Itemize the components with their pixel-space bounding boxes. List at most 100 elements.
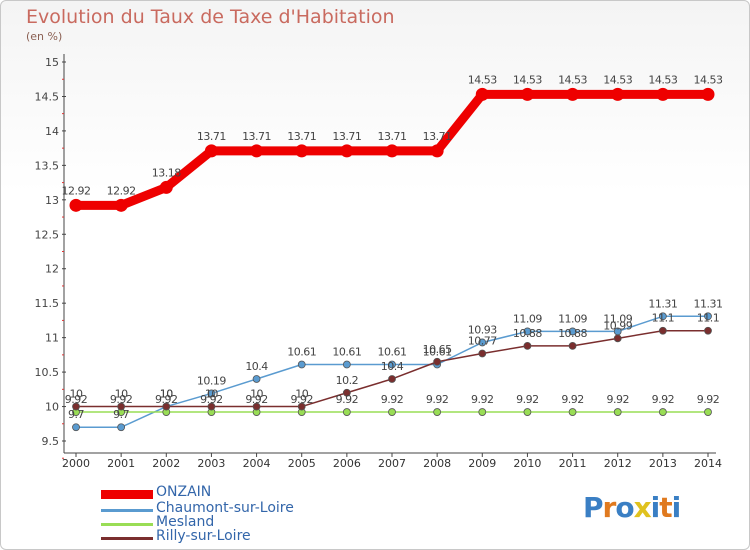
- logo-letter: r: [602, 491, 617, 524]
- y-tick-label: 9.5: [42, 435, 60, 448]
- data-point: [250, 144, 264, 158]
- data-label: 9.92: [290, 393, 313, 406]
- data-point: [72, 423, 80, 432]
- chart-title: Evolution du Taux de Taxe d'Habitation: [26, 6, 395, 28]
- data-label: 13.18: [152, 166, 181, 179]
- data-label: 14.53: [468, 73, 497, 86]
- data-label: 10.4: [245, 360, 268, 373]
- data-point: [252, 402, 261, 411]
- logo-letter: P: [583, 491, 604, 524]
- data-point: [297, 402, 306, 411]
- data-label: 14.53: [603, 73, 632, 86]
- data-label: 12.92: [107, 184, 136, 197]
- data-label: 10: [205, 388, 218, 401]
- logo-letter: t: [659, 491, 672, 524]
- x-tick-label: 2010: [513, 457, 541, 470]
- data-point: [568, 342, 577, 350]
- data-point: [159, 180, 173, 194]
- data-point: [568, 327, 577, 336]
- x-tick-label: 2011: [559, 457, 587, 470]
- data-point: [117, 402, 126, 411]
- x-tick-label: 2001: [107, 457, 135, 470]
- legend-label-mesland: Mesland: [156, 514, 215, 530]
- data-label: 14.53: [558, 73, 587, 86]
- data-label: 11.31: [694, 297, 723, 310]
- data-label: 9.92: [697, 393, 720, 406]
- data-point: [566, 87, 580, 101]
- data-label: 10.88: [558, 327, 587, 340]
- data-label: 13.71: [378, 130, 407, 143]
- data-point: [297, 360, 306, 369]
- data-point: [207, 402, 216, 411]
- data-label: 10.93: [468, 323, 497, 336]
- x-tick-label: 2004: [243, 457, 271, 470]
- data-point: [433, 357, 442, 366]
- logo-letter: i: [650, 491, 661, 524]
- x-tick-label: 2014: [694, 457, 722, 470]
- data-point: [388, 360, 396, 369]
- unit-label: (en %): [26, 30, 63, 43]
- data-label: 10: [160, 388, 173, 401]
- y-tick-label: 10.5: [35, 366, 60, 379]
- y-tick-label: 11: [45, 332, 59, 345]
- data-point: [704, 326, 712, 335]
- legend-swatch-mesland: [101, 523, 153, 526]
- data-label: 11.1: [652, 312, 675, 325]
- y-tick-label: 11.5: [35, 297, 60, 310]
- data-label: 13.71: [423, 130, 452, 143]
- data-point: [523, 408, 532, 416]
- data-label: 13.71: [197, 130, 226, 143]
- data-label: 10: [295, 388, 308, 401]
- data-label: 11.09: [558, 312, 587, 325]
- y-tick-label: 13: [45, 194, 59, 207]
- data-point: [117, 423, 126, 432]
- legend-swatch-chaumont: [101, 509, 153, 512]
- data-point: [656, 87, 670, 101]
- data-label: 10.4: [381, 360, 404, 373]
- data-point: [701, 87, 715, 101]
- data-label: 10.2: [336, 374, 359, 387]
- y-tick-label: 15: [45, 56, 59, 69]
- data-point: [613, 408, 622, 416]
- data-label: 9.92: [245, 393, 268, 406]
- data-point: [520, 87, 534, 101]
- data-point: [385, 144, 399, 158]
- data-point: [207, 389, 216, 398]
- data-label: 10.65: [423, 343, 452, 356]
- data-point: [704, 312, 712, 321]
- logo-letter: o: [615, 491, 634, 524]
- legend-swatch-onzain: [101, 490, 153, 499]
- data-label: 10.88: [513, 327, 542, 340]
- data-label: 10.61: [332, 346, 361, 359]
- legend-label-onzain: ONZAIN: [156, 484, 212, 500]
- data-point: [478, 338, 487, 347]
- data-label: 9.92: [652, 393, 675, 406]
- data-point: [295, 144, 309, 158]
- data-point: [342, 408, 351, 416]
- data-label: 11.09: [513, 312, 542, 325]
- legend-swatch-rilly: [101, 537, 153, 540]
- data-point: [613, 334, 622, 343]
- logo-letter: i: [671, 491, 682, 524]
- data-label: 9.7: [68, 408, 84, 421]
- x-tick-label: 2006: [333, 457, 361, 470]
- data-label: 9.92: [381, 393, 404, 406]
- x-tick-label: 2003: [197, 457, 225, 470]
- data-label: 9.92: [65, 393, 88, 406]
- data-label: 9.7: [113, 408, 129, 421]
- data-label: 14.53: [513, 73, 542, 86]
- data-label: 12.92: [62, 184, 91, 197]
- data-label: 10.77: [468, 334, 497, 347]
- data-label: 13.71: [332, 130, 361, 143]
- x-tick-label: 2000: [62, 457, 90, 470]
- data-point: [523, 327, 532, 336]
- logo-letter: x: [633, 491, 652, 524]
- x-tick-label: 2005: [288, 457, 316, 470]
- line-chart: 9.5 10 10.5 11 11.5 12 12.5 13 13.5 14 14.5 15 2000 2…: [35, 54, 723, 470]
- data-label: 13.71: [242, 130, 271, 143]
- data-point: [430, 144, 444, 158]
- data-point: [568, 408, 577, 416]
- x-tick-label: 2008: [423, 457, 451, 470]
- data-point: [204, 144, 218, 158]
